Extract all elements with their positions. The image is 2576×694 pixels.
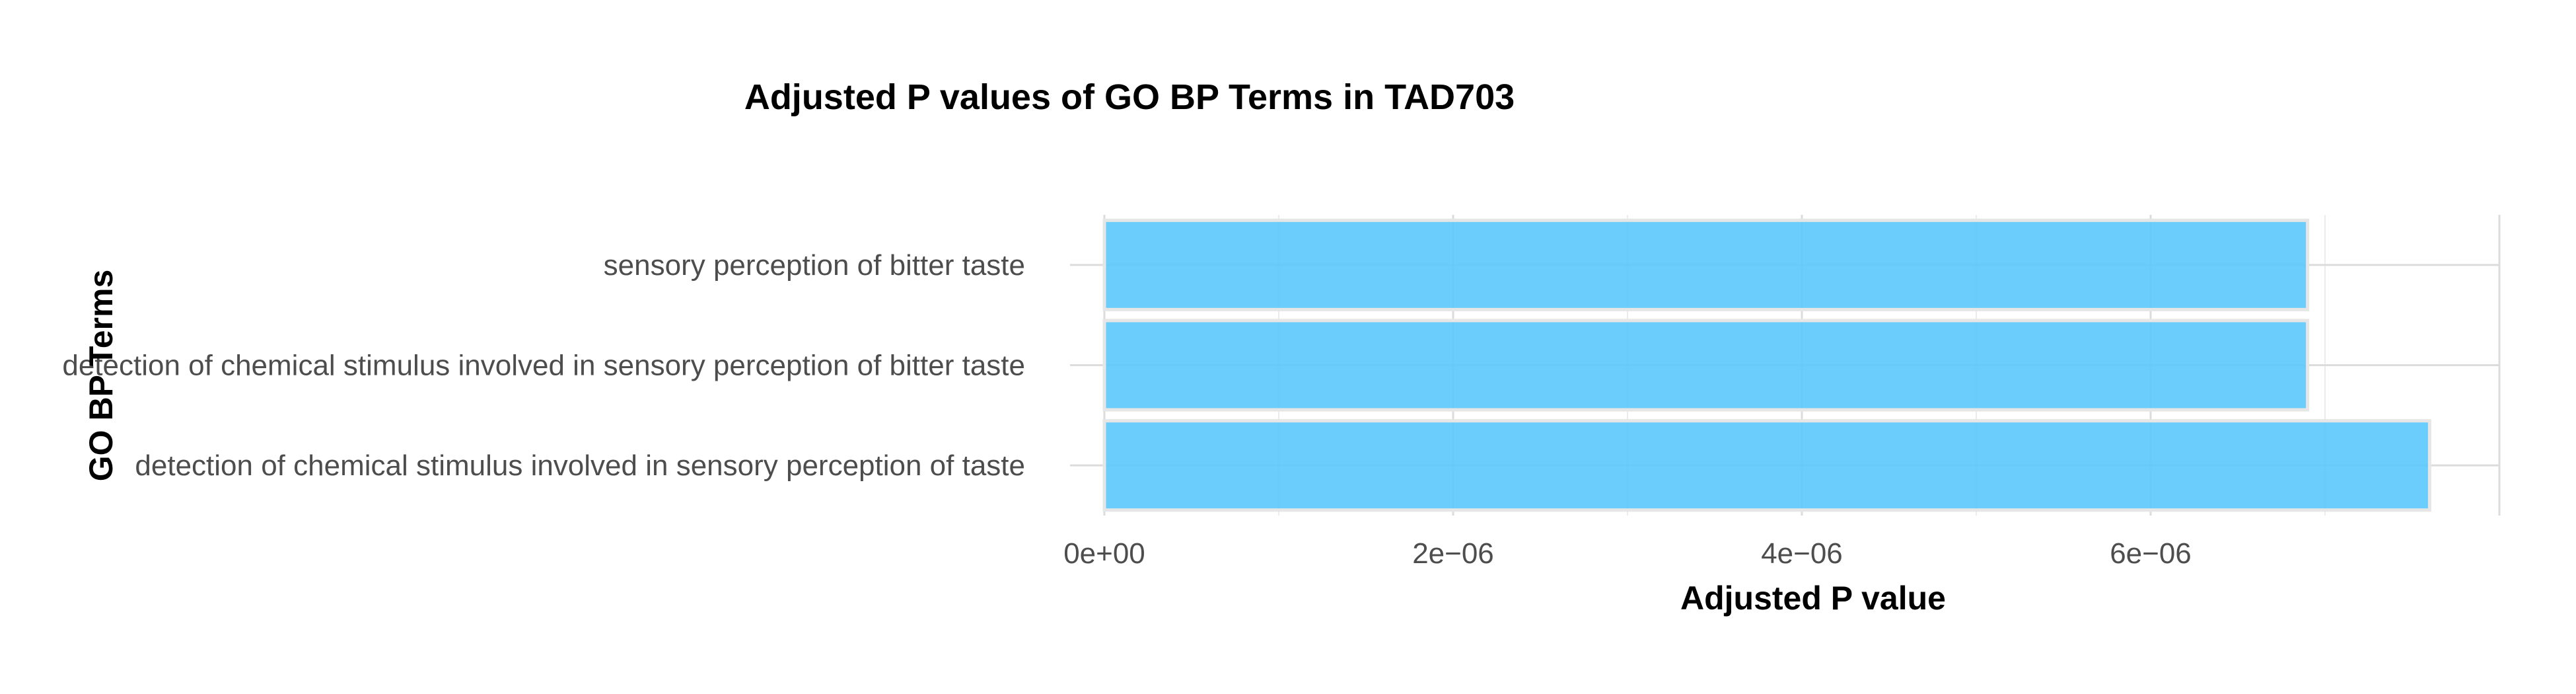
y-axis-title: GO BP Terms [83, 270, 120, 481]
x-tick-label: 2e−06 [1412, 537, 1494, 570]
bar [1102, 218, 2310, 311]
category-label: detection of chemical stimulus involved … [62, 350, 1025, 382]
x-axis-title: Adjusted P value [1680, 580, 1946, 617]
bar [1102, 319, 2310, 412]
category-label: sensory perception of bitter taste [604, 249, 1025, 282]
x-tick-label: 6e−06 [2110, 537, 2192, 570]
category-label: detection of chemical stimulus involved … [135, 449, 1025, 482]
bars [1102, 218, 2431, 512]
x-tick-label: 4e−06 [1761, 537, 1843, 570]
x-tick-label: 0e+00 [1063, 537, 1145, 570]
bar [1102, 419, 2431, 512]
x-tick-labels: 0e+00 2e−06 4e−06 6e−06 [1063, 537, 2192, 570]
category-labels: sensory perception of bitter taste detect… [62, 249, 1025, 482]
chart-title: Adjusted P values of GO BP Terms in TAD7… [744, 77, 1515, 117]
